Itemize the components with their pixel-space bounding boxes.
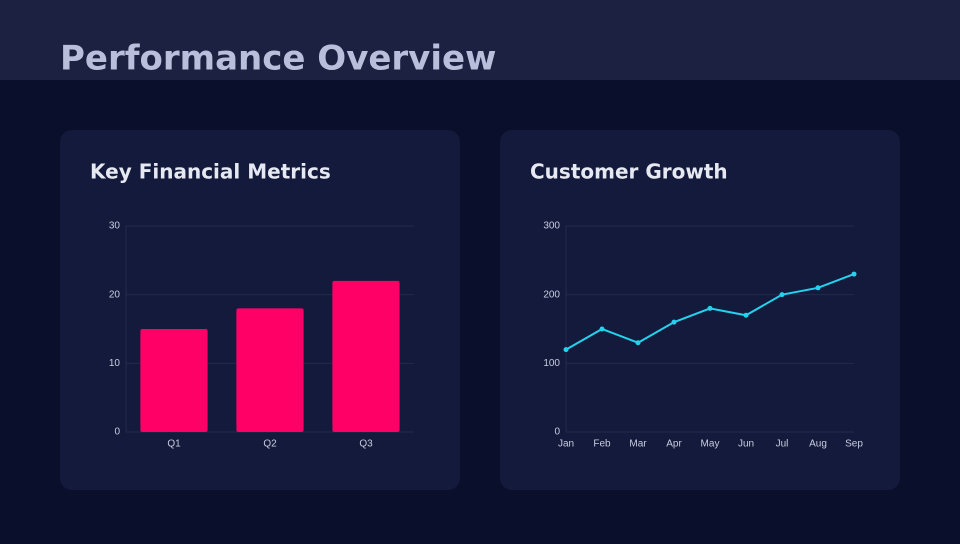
header-band — [0, 0, 960, 80]
point — [743, 312, 749, 318]
x-tick-label: Jun — [738, 439, 754, 450]
x-tick-label: May — [701, 439, 720, 450]
x-tick-label: Apr — [666, 439, 682, 450]
point — [635, 340, 641, 346]
y-tick-label: 200 — [543, 289, 560, 300]
x-tick-label: Jul — [776, 439, 789, 450]
x-tick-label: Q3 — [359, 439, 373, 450]
chart-title: Customer Growth — [530, 160, 728, 184]
y-tick-label: 0 — [114, 427, 120, 438]
bar — [140, 329, 208, 432]
x-tick-label: Jan — [558, 439, 574, 450]
x-tick-label: Sep — [845, 439, 863, 450]
y-tick-label: 10 — [109, 358, 121, 369]
x-tick-label: Mar — [629, 439, 647, 450]
x-tick-label: Q2 — [263, 439, 277, 450]
point — [851, 271, 857, 277]
point — [707, 305, 713, 311]
point — [779, 292, 785, 298]
x-tick-label: Feb — [593, 439, 611, 450]
y-tick-label: 30 — [109, 221, 121, 232]
x-tick-label: Aug — [809, 439, 827, 450]
x-tick-label: Q1 — [167, 439, 181, 450]
bar — [332, 280, 400, 432]
y-tick-label: 20 — [109, 289, 121, 300]
y-tick-label: 0 — [554, 427, 560, 438]
chart-title: Key Financial Metrics — [90, 160, 331, 184]
y-tick-label: 100 — [543, 358, 560, 369]
point — [563, 347, 569, 353]
y-tick-label: 300 — [543, 221, 560, 232]
point — [815, 285, 821, 291]
page-title: Performance Overview — [60, 39, 496, 79]
card — [500, 130, 900, 490]
point — [599, 326, 605, 332]
point — [671, 319, 677, 325]
bar — [236, 308, 304, 432]
